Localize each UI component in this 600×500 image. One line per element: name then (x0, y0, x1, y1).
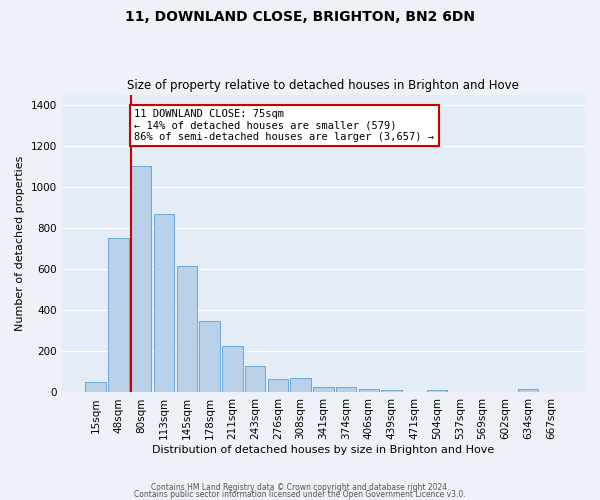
Text: 11, DOWNLAND CLOSE, BRIGHTON, BN2 6DN: 11, DOWNLAND CLOSE, BRIGHTON, BN2 6DN (125, 10, 475, 24)
Bar (268, 379, 288, 392)
Bar (518, 390, 538, 392)
Bar (336, 388, 356, 392)
Text: Contains public sector information licensed under the Open Government Licence v3: Contains public sector information licen… (134, 490, 466, 499)
Bar (176, 266, 197, 392)
Bar (290, 378, 311, 392)
X-axis label: Distribution of detached houses by size in Brighton and Hove: Distribution of detached houses by size … (152, 445, 494, 455)
Bar (154, 214, 174, 392)
Bar (85, 382, 106, 392)
Bar (427, 390, 448, 392)
Text: 11 DOWNLAND CLOSE: 75sqm
← 14% of detached houses are smaller (579)
86% of semi-: 11 DOWNLAND CLOSE: 75sqm ← 14% of detach… (134, 109, 434, 142)
Bar (313, 386, 334, 392)
Bar (359, 389, 379, 392)
Bar (108, 238, 129, 392)
Bar (245, 366, 265, 392)
Bar (199, 320, 220, 392)
Text: Contains HM Land Registry data © Crown copyright and database right 2024.: Contains HM Land Registry data © Crown c… (151, 484, 449, 492)
Bar (382, 390, 402, 392)
Bar (131, 166, 151, 392)
Y-axis label: Number of detached properties: Number of detached properties (15, 156, 25, 331)
Title: Size of property relative to detached houses in Brighton and Hove: Size of property relative to detached ho… (127, 79, 519, 92)
Bar (222, 346, 242, 393)
